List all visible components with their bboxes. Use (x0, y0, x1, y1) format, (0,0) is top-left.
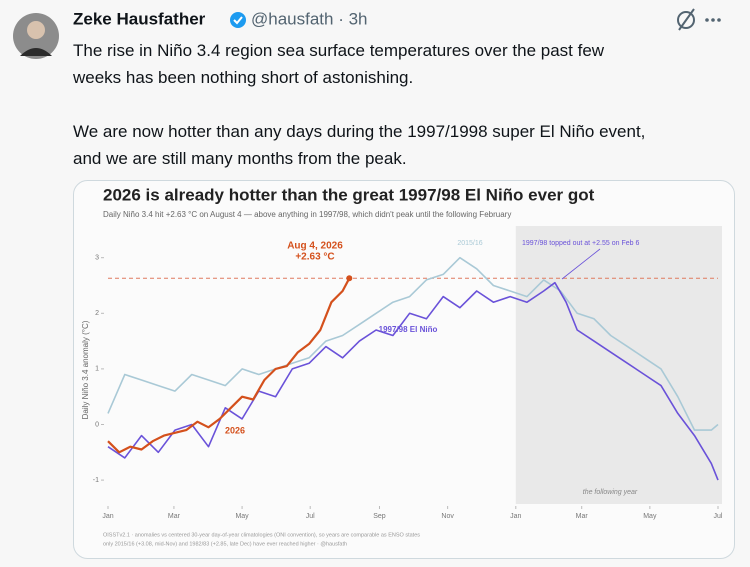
y-tick-label: 2 (95, 310, 99, 317)
grok-icon[interactable] (677, 8, 695, 31)
series-line (107, 281, 719, 481)
x-tick-label: May (643, 513, 657, 520)
chart-title: 2026 is already hotter than the great 19… (103, 185, 595, 204)
end-point (346, 275, 353, 282)
y-tick-label: 0 (95, 421, 99, 428)
x-tick-label: Mar (576, 513, 589, 520)
x-tick-label: Nov (441, 513, 454, 520)
x-tick-label: Mar (168, 513, 181, 520)
text-line: weeks has been nothing short of astonish… (73, 68, 414, 87)
x-tick-label: May (235, 513, 249, 520)
x-tick-label: Jan (510, 513, 521, 520)
avatar-face (27, 21, 45, 39)
badge-circle (230, 12, 246, 28)
grok-ring (677, 11, 695, 29)
text-line: and we are still many months from the pe… (73, 149, 407, 168)
dot (711, 18, 715, 22)
series-label: 2015/16 (457, 240, 482, 247)
annotation: 1997/98 topped out at +2.55 on Feb 6 (522, 240, 639, 247)
annotation: the following year (583, 489, 638, 496)
footnote: OISSTv2.1 · anomalies vs centered 30-yea… (103, 532, 420, 538)
y-tick-label: 1 (95, 366, 99, 373)
x-tick-label: Sep (373, 513, 386, 520)
series-line (107, 277, 351, 454)
author-name[interactable]: Zeke Hausfather (73, 9, 206, 28)
verified-badge (230, 12, 246, 28)
avatar-body (20, 48, 52, 56)
dot (705, 18, 709, 22)
x-tick-label: Jul (714, 513, 723, 520)
footnote: only 2015/16 (+3.08, mid-Nov) and 1982/8… (103, 541, 347, 547)
tweet-text: The rise in Niño 3.4 region sea surface … (73, 37, 645, 199)
dot (717, 18, 721, 22)
paragraph: The rise in Niño 3.4 region sea surface … (73, 37, 645, 91)
annotation: Aug 4, 2026 (287, 241, 343, 252)
handle-time[interactable]: @hausfath · 3h (251, 9, 368, 28)
text-line: The rise in Niño 3.4 region sea surface … (73, 41, 605, 60)
series-label: 2026 (225, 425, 245, 435)
annotation-arrow (561, 248, 601, 280)
x-tick-label: Jul (306, 513, 315, 520)
text-line: We are now hotter than any days during t… (73, 122, 646, 141)
y-tick-label: 3 (95, 255, 99, 262)
y-axis-label: Daily Niño 3.4 anomaly (°C) (81, 320, 90, 419)
y-tick-label: -1 (93, 477, 99, 484)
badge-check (233, 16, 243, 25)
x-tick-label: Jan (102, 513, 113, 520)
shaded-region (515, 226, 722, 504)
grok-slash (678, 8, 695, 31)
chart-subtitle: Daily Niño 3.4 hit +2.63 °C on August 4 … (103, 210, 511, 219)
annotation: +2.63 °C (295, 252, 334, 263)
paragraph: We are now hotter than any days during t… (73, 118, 645, 172)
more-menu[interactable] (705, 18, 721, 22)
series-line (107, 256, 719, 431)
series-label: 1997/98 El Niño (379, 325, 438, 334)
